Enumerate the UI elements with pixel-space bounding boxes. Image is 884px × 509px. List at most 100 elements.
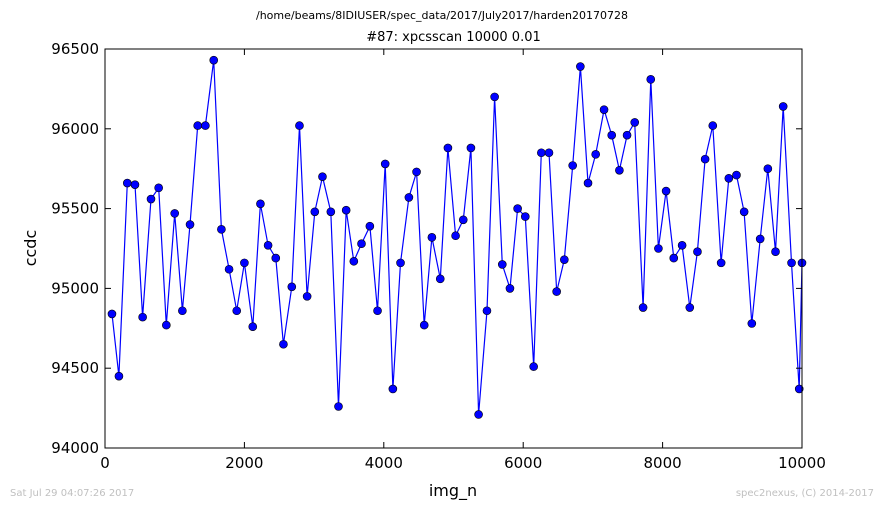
data-point bbox=[318, 172, 327, 181]
data-point bbox=[771, 247, 780, 256]
data-point bbox=[178, 306, 187, 316]
series-line bbox=[111, 60, 803, 415]
data-point bbox=[700, 154, 710, 164]
x-tick-label: 0 bbox=[100, 454, 110, 472]
data-point bbox=[341, 205, 351, 215]
y-tick-label: 95000 bbox=[51, 279, 99, 297]
data-point bbox=[661, 186, 671, 196]
figure-suptitle: /home/beams/8IDIUSER/spec_data/2017/July… bbox=[256, 9, 628, 22]
data-point bbox=[162, 320, 171, 330]
plot-frame bbox=[104, 48, 803, 449]
x-tick-label: 4000 bbox=[365, 454, 403, 472]
data-point bbox=[646, 75, 656, 84]
data-point bbox=[419, 320, 429, 330]
x-tick-label: 6000 bbox=[504, 454, 542, 472]
data-point bbox=[388, 384, 398, 394]
data-point bbox=[380, 159, 390, 169]
data-point bbox=[217, 225, 226, 234]
y-tick-label: 95500 bbox=[51, 200, 99, 218]
data-point bbox=[466, 143, 476, 153]
data-point bbox=[787, 258, 796, 268]
data-point bbox=[490, 92, 499, 102]
data-point bbox=[560, 255, 569, 264]
data-point bbox=[708, 121, 718, 130]
data-point bbox=[747, 319, 757, 328]
data-point bbox=[240, 258, 249, 268]
x-axis-label: img_n bbox=[429, 481, 477, 501]
data-point bbox=[302, 292, 312, 301]
y-tick-label: 94500 bbox=[51, 359, 99, 377]
data-point bbox=[529, 362, 538, 371]
data-point bbox=[693, 247, 702, 256]
x-tick-label: 8000 bbox=[644, 454, 682, 472]
data-point bbox=[474, 410, 483, 419]
data-point bbox=[349, 256, 359, 266]
data-point bbox=[357, 239, 366, 249]
data-point bbox=[295, 121, 304, 130]
data-point bbox=[451, 231, 460, 241]
data-point bbox=[365, 221, 375, 231]
x-tick-label: 2000 bbox=[225, 454, 263, 472]
data-point bbox=[138, 312, 147, 322]
y-tick-label: 96000 bbox=[51, 120, 99, 138]
data-point bbox=[794, 384, 804, 394]
data-point bbox=[638, 303, 648, 312]
y-tick-label: 94000 bbox=[51, 439, 99, 457]
data-point bbox=[412, 167, 421, 177]
data-point bbox=[739, 207, 749, 217]
data-point bbox=[505, 284, 515, 293]
data-point bbox=[443, 143, 453, 153]
data-point bbox=[185, 220, 195, 229]
data-point bbox=[373, 306, 382, 316]
data-point bbox=[755, 234, 765, 244]
data-point bbox=[607, 130, 617, 140]
data-point bbox=[224, 264, 234, 274]
data-point bbox=[114, 371, 124, 381]
data-point bbox=[271, 253, 281, 263]
data-point bbox=[287, 282, 297, 292]
data-point bbox=[615, 165, 624, 175]
data-point bbox=[552, 287, 561, 296]
copyright-footer: spec2nexus, (C) 2014-2017 bbox=[735, 488, 874, 499]
data-point bbox=[591, 150, 600, 159]
data-point bbox=[654, 244, 663, 253]
y-tick-label: 96500 bbox=[51, 40, 99, 58]
data-point bbox=[107, 309, 117, 319]
data-point bbox=[677, 241, 687, 250]
data-point bbox=[724, 173, 734, 183]
timestamp-footer: Sat Jul 29 04:07:26 2017 bbox=[10, 488, 135, 499]
chart-title: #87: xpcsscan 10000 0.01 bbox=[366, 30, 541, 45]
data-point bbox=[568, 161, 577, 170]
y-axis-label: ccdc bbox=[21, 230, 40, 267]
data-point bbox=[209, 55, 219, 65]
data-point bbox=[427, 233, 437, 242]
data-point bbox=[669, 253, 679, 263]
data-point bbox=[630, 118, 640, 127]
data-point bbox=[716, 258, 726, 268]
data-point bbox=[232, 306, 242, 316]
data-point bbox=[310, 207, 320, 217]
data-point bbox=[130, 180, 140, 189]
data-point bbox=[583, 178, 593, 188]
data-point bbox=[263, 241, 273, 250]
data-point bbox=[544, 148, 554, 158]
data-point bbox=[248, 322, 258, 332]
data-point bbox=[537, 148, 546, 158]
data-point bbox=[404, 193, 414, 202]
data-point bbox=[622, 130, 632, 140]
data-point bbox=[778, 102, 788, 111]
data-point bbox=[123, 178, 132, 188]
data-point bbox=[599, 105, 609, 114]
data-point bbox=[513, 204, 522, 213]
data-point bbox=[763, 164, 773, 173]
plot-area bbox=[105, 49, 802, 448]
data-point bbox=[497, 260, 507, 269]
x-tick-label: 10000 bbox=[778, 454, 826, 472]
data-point bbox=[482, 306, 492, 316]
data-point bbox=[435, 274, 445, 284]
data-point bbox=[576, 62, 585, 71]
data-point bbox=[146, 194, 156, 204]
data-point bbox=[396, 258, 405, 268]
data-point bbox=[279, 339, 288, 349]
